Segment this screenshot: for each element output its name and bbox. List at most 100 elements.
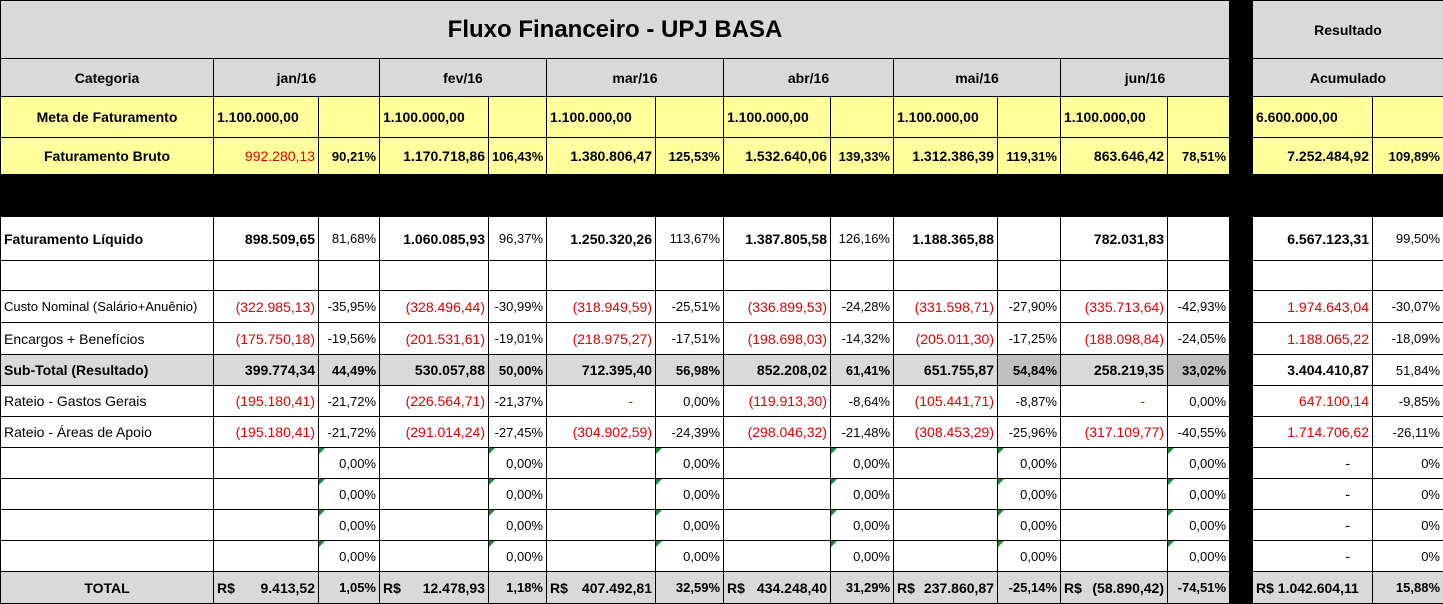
meta-value: 1.100.000,00 [547,97,656,138]
custo-pct: -24,28% [831,291,894,323]
currency-label: R$ [1064,580,1082,596]
custo-value: (336.899,53) [724,291,831,323]
empty-pct: 0,00% [998,541,1061,572]
empty-pct: 0,00% [998,510,1061,541]
apoio-row: Rateio - Áreas de Apoio (195.180,41) -21… [1,417,1230,448]
gastos-value: (105.441,71) [894,386,998,417]
accumulated-table: Resultado Acumulado 6.600.000,00 7.252.4… [1252,0,1443,604]
subtotal-pct: 56,98% [656,355,724,386]
sheet-title: Fluxo Financeiro - UPJ BASA [1,1,1230,59]
subtotal-value: 852.208,02 [724,355,831,386]
gastos-pct: 0,00% [656,386,724,417]
gastos-value: (226.564,71) [380,386,489,417]
empty-row: 0,00% 0,00% 0,00% 0,00% 0,00% 0,00% [1,448,1230,479]
encargos-pct: -19,56% [319,323,380,355]
encargos-value: (201.531,61) [380,323,489,355]
gastos-pct: -21,72% [319,386,380,417]
encargos-pct: -19,01% [489,323,547,355]
black-separator [1,175,1230,217]
subtotal-value: 258.219,35 [1061,355,1168,386]
header-month: fev/16 [380,59,547,97]
custo-pct: -30,99% [489,291,547,323]
bruto-total: 7.252.484,92 [1253,138,1373,175]
total-pct: 1,05% [319,572,380,604]
total-amount: (58.890,42) [1092,580,1164,596]
subtotal-pct: 44,49% [319,355,380,386]
custo-row: Custo Nominal (Salário+Anuênio) (322.985… [1,291,1230,323]
row-label: Custo Nominal (Salário+Anuênio) [1,291,214,323]
bruto-pct: 90,21% [319,138,380,175]
meta-value: 1.100.000,00 [1061,97,1168,138]
empty-pct: 0,00% [489,510,547,541]
apoio-pct: -40,55% [1168,417,1230,448]
bruto-value: 863.646,42 [1061,138,1168,175]
empty-pct: 0,00% [656,510,724,541]
apoio-total: 1.714.706,62 [1253,417,1373,448]
custo-pct: -27,90% [998,291,1061,323]
liquido-value: 1.250.320,26 [547,217,656,261]
total-value: R$12.478,93 [380,572,489,604]
bruto-value: 1.380.806,47 [547,138,656,175]
empty-pct: 0,00% [1168,541,1230,572]
custo-pct: -25,51% [656,291,724,323]
total-amount: 237.860,87 [924,580,994,596]
cash-flow-table: Fluxo Financeiro - UPJ BASA Categoria ja… [0,0,1230,604]
encargos-value: (205.011,30) [894,323,998,355]
bruto-pct: 139,33% [831,138,894,175]
row-label: Sub-Total (Resultado) [1,355,214,386]
gastos-pct: -8,87% [998,386,1061,417]
liquido-pct: 96,37% [489,217,547,261]
empty-pct: 0,00% [1168,448,1230,479]
liquido-pct: 81,68% [319,217,380,261]
total-value: R$ (58.890,42) [1061,572,1168,604]
total-value: R$9.413,52 [214,572,319,604]
total-pct: -25,14% [998,572,1061,604]
empty-pct: 0,00% [656,479,724,510]
empty-pct: 0,00% [489,448,547,479]
spacer-row [1,261,1230,291]
apoio-pct: -25,96% [998,417,1061,448]
gastos-row: Rateio - Gastos Gerais (195.180,41) -21,… [1,386,1230,417]
empty-pct: 0,00% [1168,510,1230,541]
total-amount: 434.248,40 [757,580,827,596]
meta-row: Meta de Faturamento 1.100.000,00 1.100.0… [1,97,1230,138]
total-amount: 12.478,93 [423,580,485,596]
subtotal-pct: 61,41% [831,355,894,386]
custo-value: (318.949,59) [547,291,656,323]
gastos-value: - [1061,386,1168,417]
empty-total-pct: 0% [1373,541,1443,572]
bruto-value: 1.532.640,06 [724,138,831,175]
custo-total-pct: -30,07% [1373,291,1443,323]
resultado-header: Resultado [1253,1,1443,59]
bruto-total-pct: 109,89% [1373,138,1443,175]
empty-row: 0,00% 0,00% 0,00% 0,00% 0,00% 0,00% [1,479,1230,510]
bruto-value: 1.170.718,86 [380,138,489,175]
encargos-pct: -14,32% [831,323,894,355]
liquido-value: 1.387.805,58 [724,217,831,261]
subtotal-value: 651.755,87 [894,355,998,386]
empty-pct: 0,00% [319,448,380,479]
row-label: Faturamento Bruto [1,138,214,175]
header-month: mai/16 [894,59,1061,97]
empty-row: 0,00% 0,00% 0,00% 0,00% 0,00% 0,00% [1,541,1230,572]
liquido-value: 1.060.085,93 [380,217,489,261]
empty-total-pct: 0% [1373,448,1443,479]
grand-total-pct: 15,88% [1373,572,1443,604]
empty-pct: 0,00% [489,479,547,510]
row-label: TOTAL [1,572,214,604]
apoio-pct: -24,39% [656,417,724,448]
empty-pct: 0,00% [831,541,894,572]
bruto-pct: 106,43% [489,138,547,175]
subtotal-value: 712.395,40 [547,355,656,386]
subtotal-pct: 33,02% [1168,355,1230,386]
empty-row: 0,00% 0,00% 0,00% 0,00% 0,00% 0,00% [1,510,1230,541]
apoio-value: (308.453,29) [894,417,998,448]
total-pct: 32,59% [656,572,724,604]
empty-pct: 0,00% [489,541,547,572]
currency-label: R$ [897,580,915,596]
currency-label: R$ [217,580,235,596]
row-label: Faturamento Líquido [1,217,214,261]
encargos-pct: -17,51% [656,323,724,355]
gastos-value: - [547,386,656,417]
subtotal-value: 399.774,34 [214,355,319,386]
